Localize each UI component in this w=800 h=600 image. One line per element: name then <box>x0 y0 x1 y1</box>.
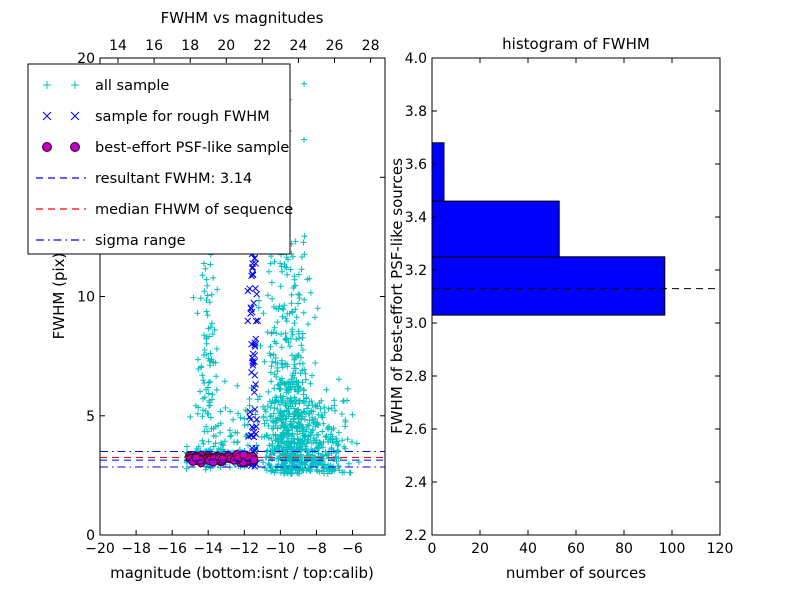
legend-label: median FHWM of sequence <box>95 202 293 218</box>
left-top-xtick-label: 24 <box>289 38 307 54</box>
right-xtick-label: 100 <box>659 541 686 557</box>
scatter-point-circle <box>218 454 227 464</box>
left-top-xtick-label: 28 <box>362 38 380 54</box>
left-xtick-label: −12 <box>230 541 260 557</box>
left-xtick-label: −16 <box>157 541 187 557</box>
left-top-xtick-label: 22 <box>253 38 271 54</box>
left-xtick-label: −10 <box>266 541 296 557</box>
right-ytick-label: 4.0 <box>405 51 427 67</box>
histogram-bar <box>432 256 666 316</box>
legend-label: best-effort PSF-like sample <box>95 140 289 156</box>
legend-x-icon <box>70 111 80 121</box>
histogram-bar <box>432 200 560 258</box>
right-xtick-label: 20 <box>471 541 489 557</box>
right-plot-ylabel: FWHM of best-effort PSF-like sources <box>388 158 406 434</box>
left-plot-ylabel: FWHM (pix) <box>50 253 68 340</box>
scatter-point-circle <box>208 457 218 467</box>
series-x <box>244 236 262 470</box>
right-ytick-label: 2.2 <box>405 528 427 544</box>
right-axis-ticks: 0 20 40 60 80 100 120 2.2 2.4 2.6 2.8 3.0 3.2 3.4 3.6 3… <box>405 51 734 557</box>
left-plot-title: FWHM vs magnitudes <box>161 9 324 27</box>
right-ytick-label: 3.2 <box>405 263 427 279</box>
legend-label: sample for rough FWHM <box>95 109 270 125</box>
left-ytick-label: 5 <box>86 409 95 425</box>
left-top-xtick-label: 26 <box>326 38 344 54</box>
scatter-points-x <box>244 236 262 470</box>
histogram-bar <box>432 142 445 202</box>
right-ytick-label: 3.6 <box>405 157 427 173</box>
right-ytick-label: 2.6 <box>405 422 427 438</box>
series-circle <box>185 449 259 468</box>
left-xtick-label: −8 <box>306 541 327 557</box>
legend-plus-icon <box>71 81 79 89</box>
right-ytick-label: 2.4 <box>405 475 427 491</box>
left-xtick-label: −14 <box>193 541 223 557</box>
legend-x-icon <box>42 111 52 121</box>
right-plot-area <box>432 142 720 316</box>
right-ytick-label: 2.8 <box>405 369 427 385</box>
left-xtick-label: −20 <box>85 541 115 557</box>
legend-circle-icon <box>42 142 52 152</box>
right-xtick-label: 0 <box>428 541 437 557</box>
left-ytick-label: 20 <box>77 51 95 67</box>
legend-label: all sample <box>95 78 169 94</box>
legend-plus-icon <box>43 81 51 89</box>
left-xtick-label: −18 <box>121 541 151 557</box>
right-xtick-label: 60 <box>567 541 585 557</box>
scatter-point-circle <box>239 450 249 460</box>
right-plot-title: histogram of FWHM <box>502 35 650 53</box>
legend-circle-icon <box>70 142 80 152</box>
legend: all sample sample for rough FWHM best-effo… <box>27 63 293 255</box>
right-ytick-label: 3.8 <box>405 104 427 120</box>
right-ytick-label: 3.4 <box>405 210 427 226</box>
left-plot-area <box>100 73 385 477</box>
legend-label: resultant FWHM: 3.14 <box>95 171 252 187</box>
right-ytick-label: 3.0 <box>405 316 427 332</box>
left-top-xtick-label: 16 <box>145 38 163 54</box>
left-xtick-label: −6 <box>342 541 363 557</box>
left-ytick-label: 10 <box>77 290 95 306</box>
left-plot-xlabel: magnitude (bottom:isnt / top:calib) <box>110 564 374 582</box>
legend-label: sigma range <box>95 233 186 249</box>
left-top-xtick-label: 20 <box>217 38 235 54</box>
right-plot-xlabel: number of sources <box>506 564 646 582</box>
right-xtick-label: 120 <box>707 541 734 557</box>
right-xtick-label: 40 <box>519 541 537 557</box>
left-top-xtick-label: 14 <box>109 38 127 54</box>
right-xtick-label: 80 <box>615 541 633 557</box>
left-ytick-label: 0 <box>86 528 95 544</box>
left-top-xtick-label: 18 <box>181 38 199 54</box>
legend-box <box>27 63 291 255</box>
